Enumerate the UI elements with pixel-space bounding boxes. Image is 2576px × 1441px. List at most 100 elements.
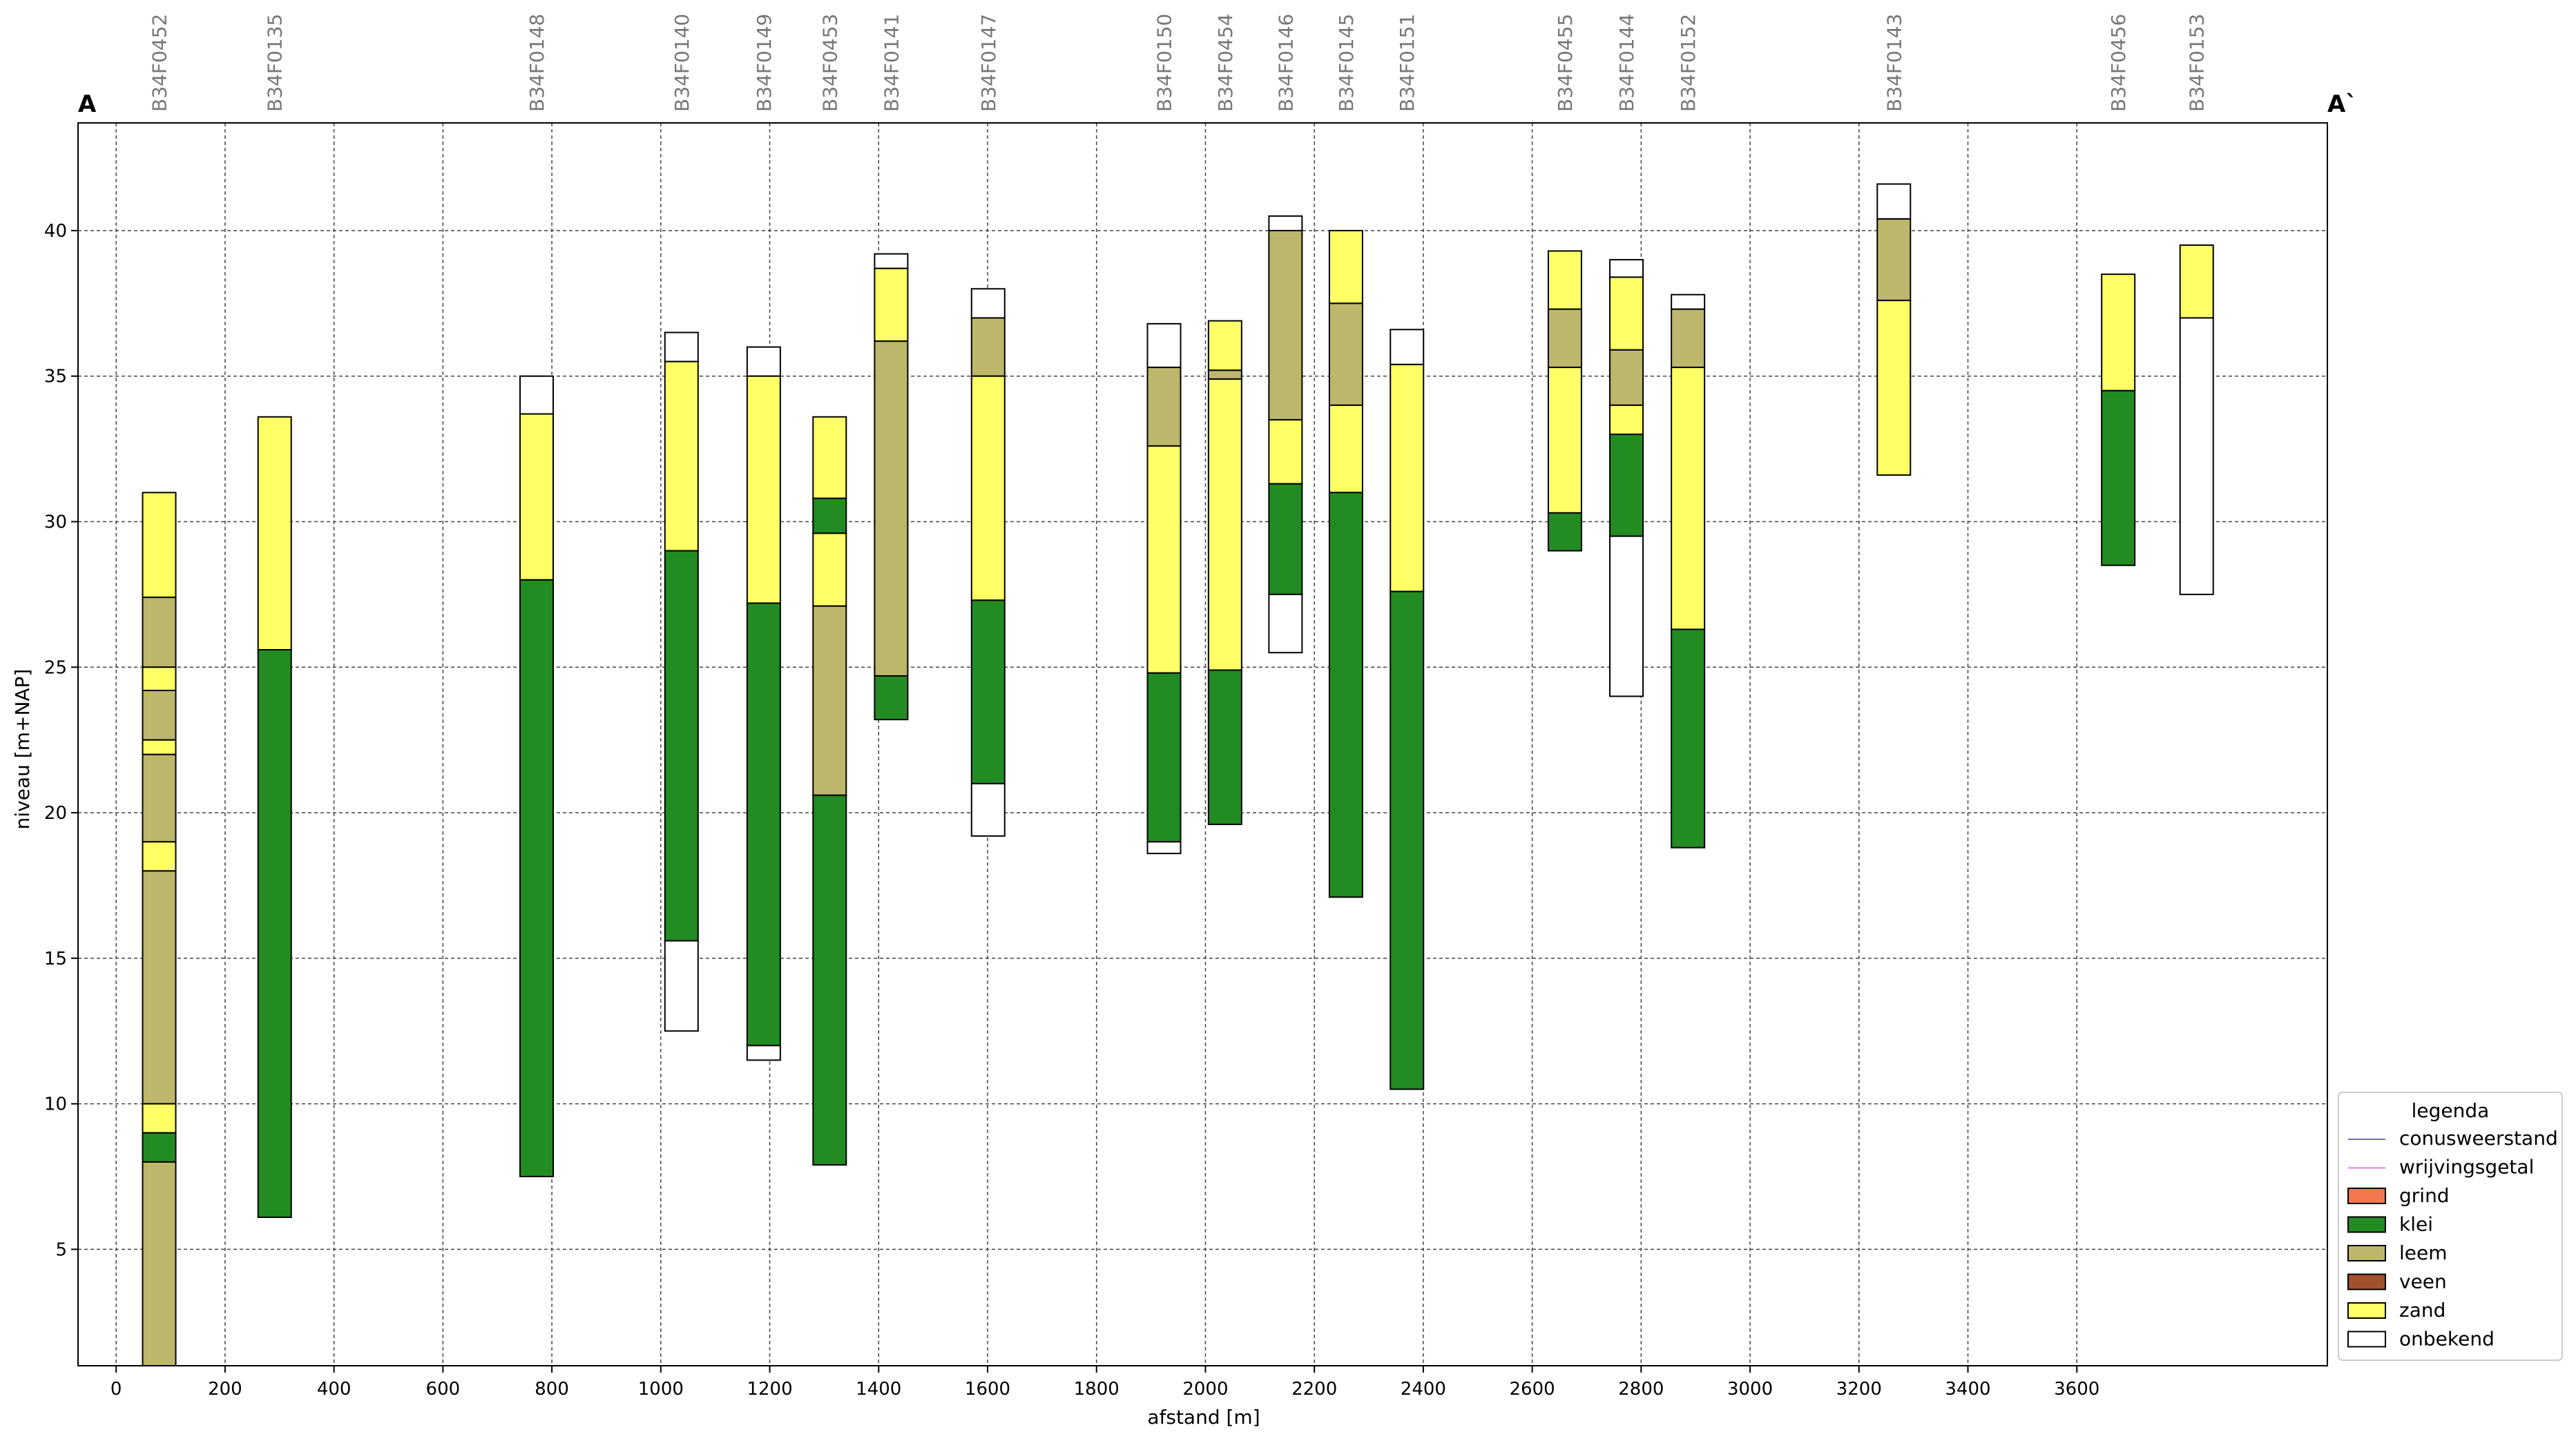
soil-layer-klei [1328,492,1363,898]
y-axis-label: niveau [m+NAP] [11,669,34,830]
soil-layer-leem [142,1161,177,1367]
soil-layer-zand [1390,363,1425,592]
borehole-column [746,346,781,1061]
borehole-column [1547,250,1582,552]
borehole-label: B34F0454 [1214,14,1237,112]
legend: legenda conusweerstand wrijvingsgetal grind… [2338,1092,2563,1361]
legend-patch-swatch [2347,1331,2386,1348]
soil-layer-zand [1328,229,1363,304]
soil-layer-zand [1671,367,1706,630]
soil-layer-onbekend [746,346,781,377]
soil-layer-onbekend [970,288,1006,319]
soil-layer-leem [1876,218,1912,302]
legend-patch-swatch [2347,1302,2386,1319]
legend-entry-label: wrijvingsgetal [2399,1156,2534,1179]
borehole-column [257,416,292,1219]
borehole-column [2101,273,2136,566]
x-tick-label: 2600 [1510,1379,1555,1400]
soil-layer-onbekend [1268,215,1303,231]
borehole-column [1328,229,1363,898]
borehole-column [1609,259,1644,697]
borehole-label: B34F0144 [1615,14,1638,112]
soil-layer-onbekend [1609,259,1644,278]
soil-layer-leem [874,340,909,677]
soil-layer-onbekend [1268,593,1303,654]
x-tick-label: 2000 [1182,1379,1228,1400]
legend-entry-label: zand [2399,1299,2445,1322]
borehole-label: B34F0145 [1335,14,1358,112]
soil-layer-onbekend [2179,317,2214,595]
x-tick-label: 3200 [1836,1379,1882,1400]
x-tick-label: 2800 [1618,1379,1664,1400]
borehole-label: B34F0150 [1153,14,1176,112]
borehole-label: B34F0143 [1883,14,1905,112]
soil-layer-leem [142,597,177,668]
soil-layer-zand [874,267,909,342]
soil-layer-zand [1609,276,1644,351]
borehole-column [812,416,847,1166]
soil-layer-klei [664,550,699,942]
soil-layer-zand [1207,378,1242,671]
y-tick-label: 15 [44,949,67,969]
plot-frame [77,122,2328,1366]
soil-layer-zand [1207,320,1242,371]
x-tick-label: 2200 [1291,1379,1337,1400]
borehole-label: B34F0456 [2107,14,2130,112]
legend-entry-label: leem [2399,1241,2448,1264]
soil-layer-leem [1609,349,1644,406]
soil-layer-onbekend [1876,183,1912,220]
soil-layer-leem [142,753,177,843]
y-axis-ticks: 5 10 15 20 25 30 35 40 [44,221,78,1260]
x-tick-label: 200 [208,1379,242,1400]
soil-layer-klei [874,675,909,721]
soil-layer-klei [812,794,847,1166]
soil-layer-onbekend [1146,841,1182,855]
x-tick-label: 800 [535,1379,569,1400]
soil-layer-zand [1146,445,1182,674]
soil-layer-leem [142,870,177,1105]
borehole-column [1268,215,1303,654]
legend-title: legenda [2412,1099,2490,1122]
soil-layer-onbekend [746,1045,781,1061]
soil-layer-zand [1876,300,1912,476]
x-tick-label: 600 [426,1379,461,1400]
borehole-column [1876,183,1912,476]
soil-layer-zand [746,375,781,604]
soil-layer-leem [1328,302,1363,406]
x-tick-label: 0 [110,1379,122,1400]
y-tick-label: 10 [44,1094,67,1115]
soil-layer-zand [970,375,1006,601]
soil-layer-zand [142,666,177,692]
soil-layer-zand [2179,244,2214,319]
soil-layer-zand [1547,367,1582,514]
x-tick-label: 1400 [856,1379,901,1400]
borehole-label: B34F0135 [264,14,287,112]
soil-layer-zand [1328,404,1363,494]
x-tick-label: 2400 [1401,1379,1446,1400]
borehole-column [1207,320,1242,825]
borehole-label: B34F0141 [880,14,903,112]
soil-layer-onbekend [1390,329,1425,365]
legend-patch-swatch [2347,1216,2386,1233]
borehole-labels: B34F0452 B34F0135 B34F0148 B34F0140 B34F0149… [148,14,2209,112]
soil-layer-klei [1268,483,1303,595]
soil-layer-klei [1207,669,1242,825]
x-tick-label: 3000 [1727,1379,1773,1400]
y-tick-label: 20 [44,803,67,824]
borehole-column [1390,329,1425,1090]
soil-layer-onbekend [1671,293,1706,310]
soil-layer-klei [257,648,292,1219]
soil-layer-zand [519,413,555,581]
section-end-label: A` [2327,90,2357,118]
borehole-label: B34F0148 [526,14,548,112]
legend-patch-swatch [2347,1245,2386,1261]
soil-layer-klei [1146,672,1182,843]
soil-layer-leem [970,317,1006,377]
soil-layer-zand [1609,404,1644,436]
grid-lines [78,123,2327,1366]
borehole-label: B34F0452 [148,14,171,112]
x-tick-label: 1200 [747,1379,792,1400]
x-tick-label: 400 [317,1379,352,1400]
y-tick-label: 5 [55,1239,67,1260]
soil-layer-zand [812,416,847,499]
